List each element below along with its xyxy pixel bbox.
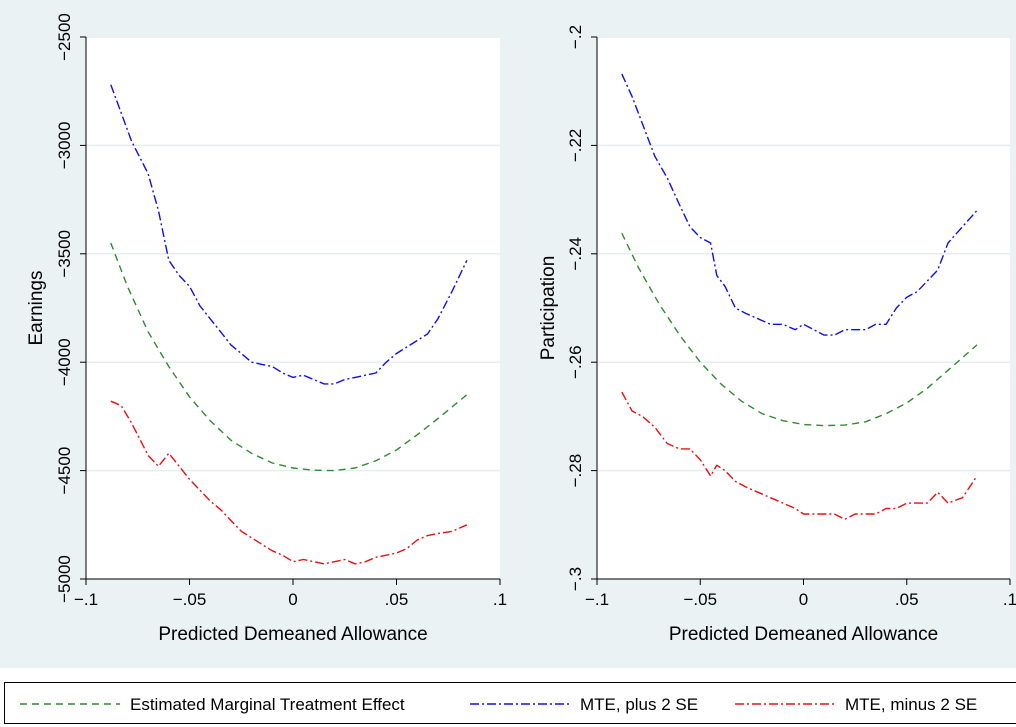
earnings-ytick-label-4: −3000	[55, 122, 74, 170]
earnings-x-axis-title: Predicted Demeaned Allowance	[158, 624, 427, 645]
earnings-ytick-label-3: −3500	[55, 230, 74, 278]
earnings-xtick-label-2: 0	[288, 590, 297, 609]
earnings-ytick-label-5: −2500	[55, 13, 74, 61]
earnings-ytick-label-0: −5000	[55, 555, 74, 603]
participation-xtick-label-4: .1	[1003, 590, 1016, 609]
earnings-plot-area	[86, 37, 500, 579]
participation-xtick-label-2: 0	[799, 590, 808, 609]
earnings-ytick-label-1: −4500	[55, 447, 74, 495]
earnings-ytick-label-2: −4000	[55, 338, 74, 386]
participation-ytick-label-0: −.3	[566, 567, 585, 591]
participation-ytick-label-1: −.28	[566, 454, 585, 488]
earnings-panel: −5000 −4500 −4000 −3500 −3000 −2500 −.1 −.05 0 .0…	[26, 13, 507, 645]
earnings-xtick-label-3: .05	[385, 590, 409, 609]
legend-label-0: Estimated Marginal Treatment Effect	[130, 695, 405, 714]
participation-plot-area	[597, 37, 1010, 579]
legend-label-1: MTE, plus 2 SE	[580, 695, 698, 714]
legend: Estimated Marginal Treatment Effect MTE, …	[20, 695, 977, 714]
participation-ytick-label-4: −.22	[566, 129, 585, 163]
earnings-xtick-label-4: .1	[493, 590, 507, 609]
earnings-xtick-label-0: −.1	[74, 590, 98, 609]
participation-x-axis-title: Predicted Demeaned Allowance	[669, 624, 938, 645]
participation-ytick-label-3: −.24	[566, 237, 585, 271]
participation-ytick-label-2: −.26	[566, 345, 585, 379]
earnings-y-axis-title: Earnings	[26, 271, 47, 346]
legend-label-2: MTE, minus 2 SE	[845, 695, 977, 714]
participation-ytick-label-5: −.2	[566, 25, 585, 49]
participation-xtick-label-3: .05	[895, 590, 919, 609]
participation-xtick-label-0: −.1	[585, 590, 609, 609]
earnings-xtick-label-1: −.05	[173, 590, 207, 609]
participation-xtick-label-1: −.05	[683, 590, 717, 609]
participation-y-axis-title: Participation	[538, 256, 559, 361]
participation-panel: −.3 −.28 −.26 −.24 −.22 −.2 −.1 −.05 0 .05 .1 Predi…	[538, 25, 1016, 645]
